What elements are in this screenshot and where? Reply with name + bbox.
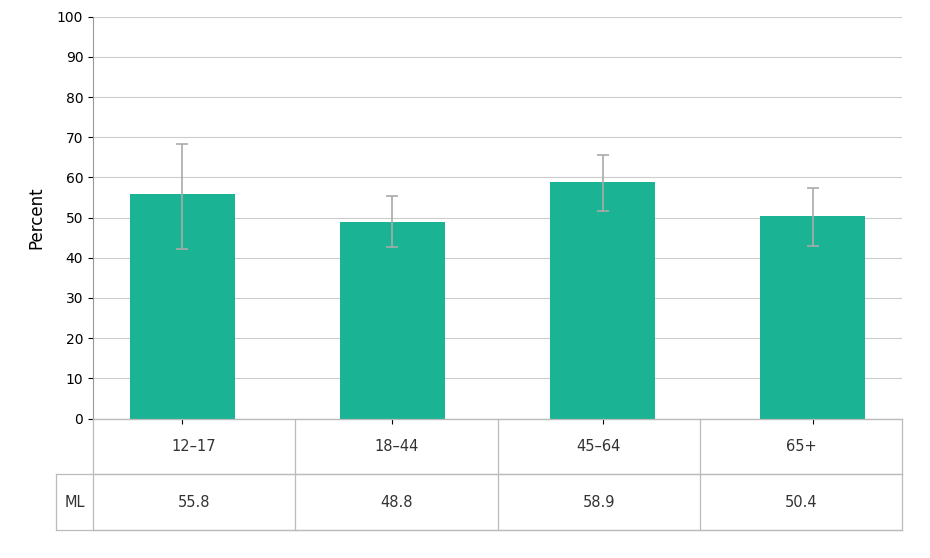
Text: 55.8: 55.8 bbox=[178, 495, 210, 509]
Text: 12–17: 12–17 bbox=[172, 439, 217, 454]
Text: 50.4: 50.4 bbox=[785, 495, 817, 509]
Text: 48.8: 48.8 bbox=[380, 495, 413, 509]
Text: 18–44: 18–44 bbox=[374, 439, 418, 454]
Bar bbox=[340, 223, 445, 418]
Text: 65+: 65+ bbox=[786, 439, 817, 454]
Text: 45–64: 45–64 bbox=[577, 439, 621, 454]
Bar bbox=[550, 182, 655, 418]
Y-axis label: Percent: Percent bbox=[28, 186, 46, 249]
Text: 58.9: 58.9 bbox=[582, 495, 615, 509]
Bar bbox=[760, 216, 865, 418]
Bar bbox=[130, 194, 235, 418]
Text: ML: ML bbox=[64, 495, 85, 509]
